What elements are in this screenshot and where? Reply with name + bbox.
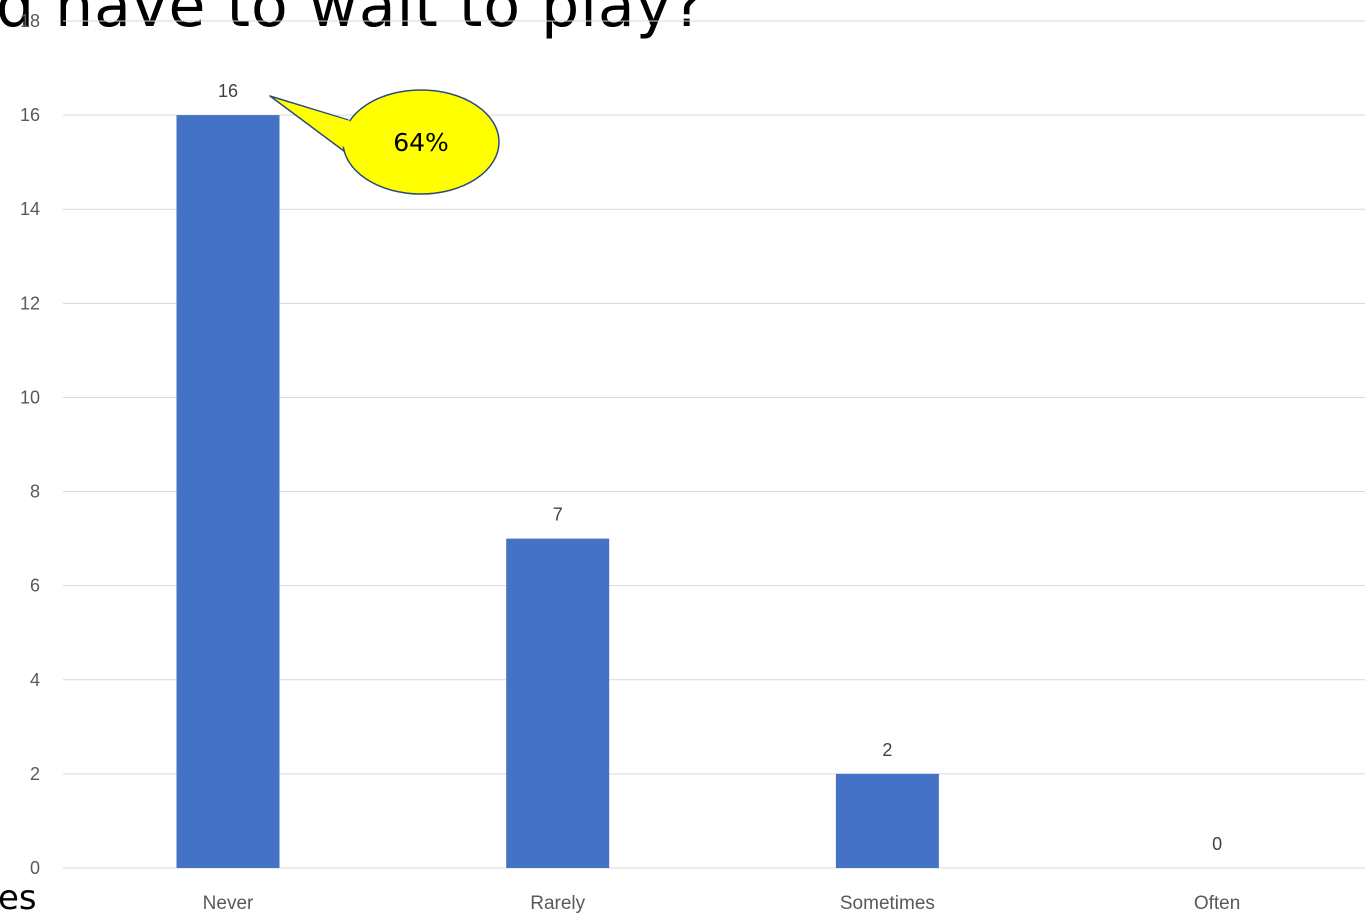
bars	[176, 115, 939, 869]
y-tick-label: 12	[20, 293, 40, 313]
data-label: 0	[1212, 834, 1222, 854]
bar-never	[176, 115, 280, 869]
y-tick-label: 2	[30, 764, 40, 784]
data-label: 16	[218, 81, 238, 101]
data-label: 7	[553, 505, 563, 525]
data-label: 2	[882, 740, 892, 760]
bar-rarely	[506, 538, 610, 868]
x-tick-label: Rarely	[530, 893, 585, 914]
y-tick-label: 10	[20, 387, 40, 407]
x-axis-tick-labels: Never Rarely Sometimes Often	[203, 893, 1241, 914]
y-tick-label: 6	[30, 576, 40, 596]
x-tick-label: Often	[1194, 893, 1240, 914]
y-tick-label: 0	[30, 858, 40, 878]
data-labels: 16 7 2 0	[218, 81, 1222, 854]
y-tick-label: 16	[20, 105, 40, 125]
y-tick-label: 8	[30, 482, 40, 502]
y-axis-tick-labels: 0 2 4 6 8 10 12 14 16 18	[20, 11, 40, 878]
callout-bubble	[269, 89, 500, 195]
bar-sometimes	[835, 773, 939, 868]
y-tick-label: 18	[20, 11, 40, 31]
callout-pointer-fill	[290, 103, 356, 157]
slide-text-fragment: es	[0, 878, 37, 918]
gridlines	[63, 20, 1365, 869]
y-tick-label: 4	[30, 670, 40, 690]
callout-label: 64%	[393, 127, 449, 157]
x-tick-label: Never	[203, 893, 254, 914]
x-tick-label: Sometimes	[840, 893, 935, 914]
y-tick-label: 14	[20, 199, 40, 219]
